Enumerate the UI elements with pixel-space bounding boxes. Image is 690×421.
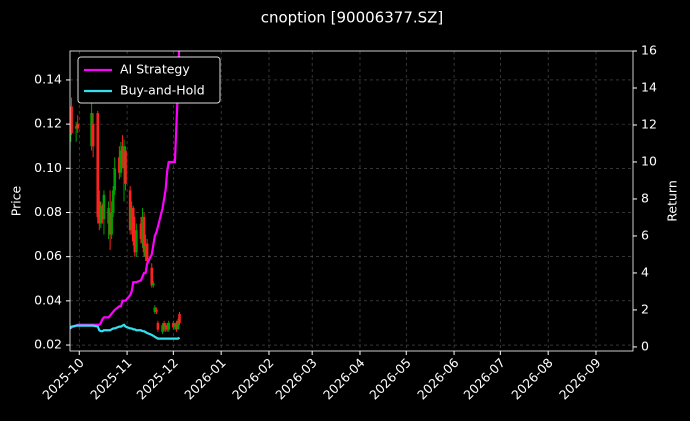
candle-body	[162, 322, 166, 330]
candle-body	[111, 190, 115, 213]
y-tick-label: 0.10	[34, 160, 62, 175]
y2-tick-label: 0	[641, 338, 649, 353]
candle-body	[178, 314, 181, 323]
candle-body	[165, 325, 169, 330]
candle-body	[108, 212, 112, 235]
plot-frame	[69, 50, 634, 352]
candle-body	[91, 124, 95, 147]
candle-body	[172, 322, 175, 328]
candle-body	[102, 194, 106, 220]
candle-body	[156, 322, 160, 330]
candle-body	[153, 307, 157, 312]
candle-body	[110, 212, 113, 235]
candle-body	[155, 309, 158, 312]
candle-body	[70, 124, 72, 142]
y-tick-label: 0.06	[34, 248, 62, 263]
candle-body	[150, 267, 154, 286]
y2-tick-label: 8	[641, 190, 649, 205]
candle-body	[98, 201, 101, 224]
legend-label: Buy-and-Hold	[120, 83, 205, 98]
y-tick-label: 0.08	[34, 204, 62, 219]
candle-body	[144, 245, 147, 257]
candle-body	[118, 157, 121, 173]
candle-body	[124, 150, 127, 184]
y2-axis-label: Return	[665, 180, 680, 221]
candle-body	[119, 150, 123, 173]
candle-body	[96, 113, 100, 217]
candle-body	[121, 146, 124, 164]
y2-tick-label: 16	[641, 43, 657, 58]
candle-body	[90, 113, 93, 147]
candle-body	[139, 223, 143, 239]
candle-body	[176, 320, 180, 330]
candle-body	[142, 216, 146, 253]
y2-tick-label: 10	[641, 153, 657, 168]
candle-body	[113, 168, 117, 191]
chart-title: cnoption [90006377.SZ]	[261, 9, 444, 27]
candle-body	[70, 106, 73, 133]
y-tick-label: 0.14	[34, 71, 62, 86]
candle-body	[101, 205, 104, 220]
candle-body	[151, 283, 155, 286]
candle-body	[133, 234, 137, 253]
y-tick-label: 0.12	[34, 116, 62, 131]
candle-body	[173, 325, 177, 328]
candle-body	[122, 146, 126, 169]
y2-tick-label: 14	[641, 79, 657, 94]
y2-tick-label: 4	[641, 264, 649, 279]
plot-area	[70, 51, 181, 340]
candle-body	[74, 126, 78, 129]
candle-body	[164, 325, 167, 330]
y2-tick-label: 2	[641, 301, 649, 316]
y2-tick-label: 12	[641, 116, 657, 131]
candle-body	[167, 322, 171, 330]
candle-body	[141, 216, 144, 244]
legend: AI Strategy Buy-and-Hold	[77, 56, 221, 104]
return-line	[70, 51, 181, 330]
candle-body	[76, 124, 80, 129]
y2-tick-label: 6	[641, 227, 649, 242]
candle-body	[99, 208, 103, 224]
candle-body	[135, 230, 138, 253]
candle-body	[131, 208, 135, 242]
candle-body	[128, 190, 132, 231]
candle-body	[130, 208, 133, 231]
candle-body	[145, 243, 149, 262]
candle-body	[161, 325, 164, 332]
return-line	[70, 323, 181, 340]
y-axis-label: Price	[9, 185, 24, 216]
candle-body	[175, 322, 178, 330]
y-tick-label: 0.04	[34, 292, 62, 307]
legend-label: AI Strategy	[120, 62, 190, 77]
legend-box	[77, 56, 221, 104]
y-tick-label: 0.02	[34, 337, 62, 352]
candle-body	[107, 208, 110, 224]
